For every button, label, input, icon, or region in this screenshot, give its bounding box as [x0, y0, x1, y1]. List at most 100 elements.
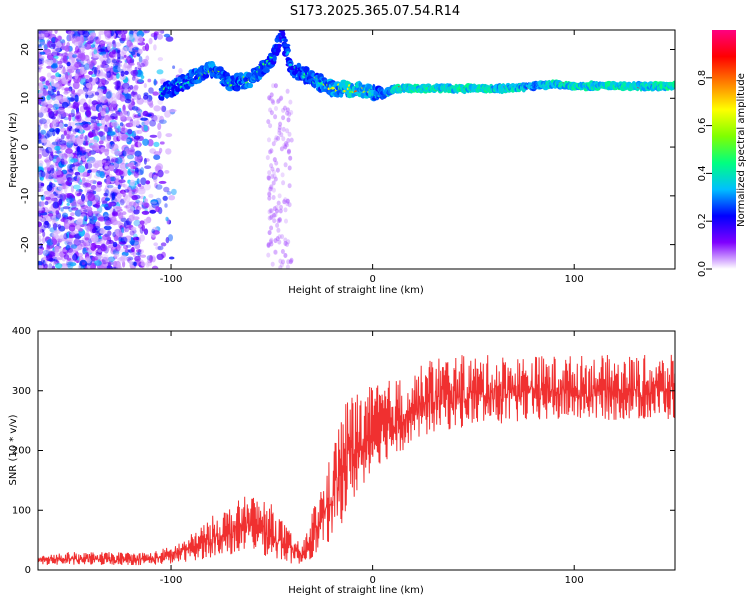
noise-speck	[155, 163, 164, 171]
noise-speck	[79, 146, 86, 154]
noise-speck	[92, 126, 100, 130]
noise-speck	[63, 233, 69, 240]
noise-speck	[72, 81, 80, 90]
noise-speck	[85, 82, 92, 88]
noise-speck	[135, 134, 140, 142]
noise-speck	[85, 256, 91, 262]
noise-speck	[65, 148, 73, 154]
colorbar-ticks: 0.0 0.2 0.4 0.6 0.8	[697, 70, 712, 277]
noise-speck	[122, 30, 128, 35]
noise-speck	[58, 198, 63, 206]
noise-speck	[151, 114, 158, 122]
noise-speck	[128, 191, 133, 198]
noise-speck	[129, 120, 137, 128]
noise-speck	[274, 135, 279, 141]
noise-speck	[93, 121, 98, 129]
noise-speck	[74, 45, 80, 54]
noise-speck	[75, 123, 80, 130]
noise-speck	[48, 153, 54, 161]
noise-speck	[100, 203, 108, 208]
noise-speck	[283, 241, 288, 246]
noise-speck	[280, 234, 285, 240]
noise-speck	[87, 160, 94, 164]
noise-speck	[157, 169, 164, 178]
noise-speck	[123, 149, 131, 157]
y-tick-label: 200	[12, 446, 31, 457]
noise-speck	[63, 123, 68, 127]
noise-speck	[95, 91, 100, 96]
noise-speck	[120, 198, 127, 204]
noise-speck	[112, 99, 117, 104]
noise-speck	[271, 187, 276, 193]
noise-speck	[93, 68, 97, 75]
noise-speck	[283, 105, 287, 111]
noise-speck	[134, 150, 142, 158]
noise-speck	[38, 217, 44, 222]
noise-speck	[62, 258, 66, 262]
noise-speck	[123, 138, 131, 142]
noise-speck	[87, 199, 93, 207]
noise-speck	[282, 143, 287, 149]
noise-speck	[153, 151, 162, 156]
noise-speck	[51, 92, 57, 101]
noise-speck	[110, 68, 114, 72]
noise-speck	[103, 187, 109, 193]
noise-speck	[108, 202, 116, 206]
noise-speck	[107, 131, 116, 136]
noise-speck	[268, 96, 273, 102]
noise-speck	[118, 232, 124, 237]
noise-speck	[139, 234, 145, 242]
noise-speck	[116, 86, 121, 92]
noise-speck	[149, 148, 157, 154]
noise-speck	[274, 160, 279, 166]
noise-speck	[287, 111, 292, 117]
noise-speck	[38, 110, 42, 114]
noise-speck	[268, 107, 273, 113]
noise-speck	[77, 165, 86, 173]
noise-speck	[42, 249, 51, 257]
noise-speck	[104, 168, 111, 176]
noise-speck	[87, 35, 94, 41]
noise-speck	[59, 144, 67, 151]
noise-speck	[98, 51, 107, 56]
noise-speck	[40, 101, 48, 107]
noise-speck	[153, 78, 157, 86]
y-tick-label: 20	[20, 43, 31, 56]
noise-speck	[130, 51, 136, 56]
noise-speck	[105, 41, 114, 45]
noise-speck	[270, 213, 274, 219]
noise-speck	[38, 188, 44, 192]
noise-speck	[133, 94, 140, 101]
noise-speck	[47, 167, 51, 171]
noise-speck	[66, 65, 73, 73]
noise-speck	[53, 103, 60, 110]
noise-speck	[140, 177, 147, 186]
noise-speck	[267, 175, 272, 181]
noise-speck	[92, 128, 99, 137]
noise-speck	[44, 101, 51, 106]
noise-speck	[271, 83, 276, 89]
noise-speck	[171, 188, 177, 196]
noise-speck	[279, 262, 284, 268]
noise-speck	[155, 206, 160, 213]
noise-speck	[92, 158, 97, 167]
noise-speck	[39, 89, 43, 95]
noise-speck	[138, 155, 143, 160]
noise-speck	[113, 220, 122, 225]
noise-speck	[95, 170, 103, 177]
noise-speck	[79, 77, 87, 85]
noise-speck	[288, 99, 293, 105]
noise-speck	[98, 33, 102, 42]
noise-speck	[90, 168, 98, 173]
noise-speck	[149, 119, 157, 127]
noise-speck	[287, 131, 292, 137]
noise-speck	[40, 182, 45, 187]
noise-speck	[96, 181, 103, 186]
y-tick-label: -20	[20, 236, 31, 252]
noise-speck	[76, 199, 85, 205]
noise-speck	[120, 127, 126, 131]
noise-speck	[96, 65, 100, 73]
noise-speck	[68, 156, 74, 164]
noise-speck	[114, 178, 121, 186]
noise-speck	[153, 141, 160, 148]
